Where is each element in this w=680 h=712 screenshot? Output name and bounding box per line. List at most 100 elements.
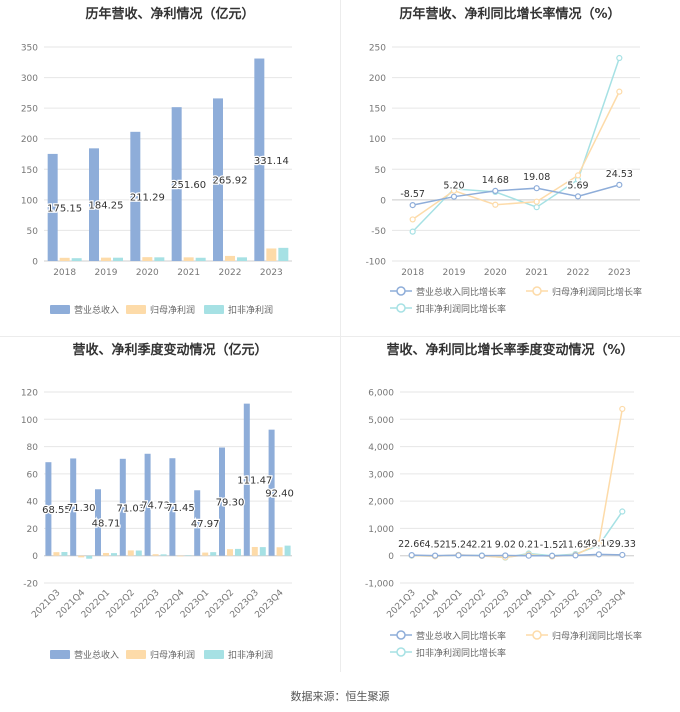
- y-tick-label: 200: [369, 74, 386, 84]
- series-point: [616, 181, 623, 188]
- y-tick-label: 100: [21, 196, 38, 206]
- y-tick-label: 250: [369, 44, 386, 54]
- legend-marker: [396, 630, 406, 640]
- bar: [111, 553, 117, 556]
- data-label: 331.14: [254, 156, 289, 167]
- data-label: 4.52: [425, 540, 446, 551]
- y-tick-label: 2,000: [368, 498, 394, 508]
- bar: [103, 552, 109, 556]
- series-point: [525, 552, 532, 559]
- legend-label: 营业总收入同比增长率: [416, 630, 506, 642]
- quarterly-amounts-chart: 营收、净利季度变动情况（亿元） -20 0 20 40 60 80 100 120 2021Q3 2…: [0, 336, 340, 672]
- series-point: [572, 552, 579, 559]
- y-tick-label: 1,000: [368, 525, 394, 535]
- series-point: [619, 551, 626, 559]
- bar: [243, 403, 250, 556]
- data-label: 111.47: [237, 476, 272, 487]
- bar: [195, 257, 206, 261]
- data-label: 14.68: [482, 175, 509, 186]
- horizontal-divider: [0, 336, 680, 337]
- legend-swatch: [204, 650, 224, 659]
- y-tick-label: 150: [21, 166, 38, 176]
- bar: [113, 257, 123, 261]
- quarterly-growth-chart: 营收、净利同比增长率季度变动情况（%） -1,000 0 1,000 2,000 3,00…: [340, 336, 680, 672]
- legend-marker: [396, 647, 406, 657]
- data-label: 265.92: [213, 176, 248, 187]
- y-tick-label: 80: [27, 443, 39, 453]
- data-label: 49.16: [585, 538, 612, 549]
- data-label: 71.03: [116, 503, 145, 514]
- data-label: -8.57: [400, 189, 425, 200]
- bar: [210, 552, 217, 556]
- x-tick-label: 2020: [136, 268, 159, 278]
- bar: [171, 107, 182, 261]
- data-label: 79.30: [216, 498, 245, 509]
- y-tick-label: 0: [380, 196, 386, 206]
- annual-growth-chart: 历年营收、净利同比增长率情况（%） -100 -50 0 50 100 150 200 250 2…: [340, 0, 680, 336]
- bar: [254, 58, 265, 262]
- series-point: [574, 172, 582, 179]
- y-tick-label: 150: [369, 105, 386, 115]
- bar: [278, 247, 289, 261]
- x-tick-label: 2022: [567, 268, 590, 278]
- x-tick-label: 2021: [177, 268, 200, 278]
- series-point: [409, 216, 416, 223]
- y-tick-label: 100: [369, 135, 386, 145]
- x-tick-label: 2023: [608, 268, 631, 278]
- bar: [276, 547, 283, 556]
- data-label: 19.08: [523, 172, 550, 183]
- bar: [142, 257, 153, 261]
- bar: [225, 255, 235, 261]
- bar: [237, 257, 247, 261]
- series-point: [408, 551, 415, 559]
- series-line: [412, 91, 621, 221]
- y-tick-label: 0: [32, 552, 38, 562]
- series-point: [616, 88, 623, 95]
- series-line: [411, 553, 623, 557]
- y-tick-label: -1,000: [365, 580, 394, 590]
- bar: [152, 554, 159, 556]
- bar: [95, 489, 101, 556]
- legend-label: 扣非净利润同比增长率: [416, 647, 506, 659]
- bar: [219, 447, 225, 556]
- quarterly-growth-chart-svg: 营收、净利同比增长率季度变动情况（%） -1,000 0 1,000 2,000 3,00…: [365, 342, 642, 659]
- quarterly-amounts-chart-svg: 营收、净利季度变动情况（亿元）-200204060801001202021Q32…: [21, 342, 295, 661]
- series-point: [549, 552, 556, 559]
- bar: [227, 549, 233, 556]
- y-tick-label: 100: [21, 416, 38, 426]
- data-label: 24.53: [606, 169, 633, 180]
- bar: [89, 148, 99, 261]
- bar: [59, 257, 70, 261]
- data-label: 5.69: [567, 180, 588, 191]
- bar: [160, 554, 167, 556]
- series-point: [619, 508, 626, 515]
- bar: [235, 548, 241, 556]
- data-label: 74.73: [141, 501, 170, 512]
- bar: [101, 257, 111, 261]
- chart-title: 营收、净利季度变动情况（亿元）: [72, 342, 267, 358]
- data-label: 48.71: [92, 518, 121, 529]
- series-point: [533, 198, 540, 205]
- data-label: 92.40: [265, 489, 294, 500]
- series-point: [409, 228, 416, 235]
- bar: [127, 550, 134, 556]
- bar: [266, 248, 277, 261]
- series-point: [595, 540, 602, 547]
- data-label: 2.21: [471, 540, 492, 551]
- bar: [183, 257, 194, 261]
- legend-marker: [532, 286, 542, 296]
- y-tick-label: 200: [21, 135, 38, 145]
- data-label: 211.29: [130, 192, 165, 203]
- y-tick-label: 250: [21, 105, 38, 115]
- legend-marker: [396, 303, 406, 313]
- legend-swatch: [50, 650, 70, 659]
- annual-amounts-chart-svg: 历年营收、净利情况（亿元） 0 50 100 150 200 250 300 350 2018 20…: [21, 6, 292, 316]
- data-label: 71.45: [166, 503, 195, 514]
- data-label: 251.60: [171, 180, 206, 191]
- data-label: 15.24: [445, 539, 472, 550]
- bar: [78, 555, 85, 558]
- data-label: 71.30: [67, 503, 96, 514]
- series-point: [455, 552, 462, 559]
- y-tick-label: 60: [27, 470, 39, 480]
- y-tick-label: -100: [366, 258, 387, 268]
